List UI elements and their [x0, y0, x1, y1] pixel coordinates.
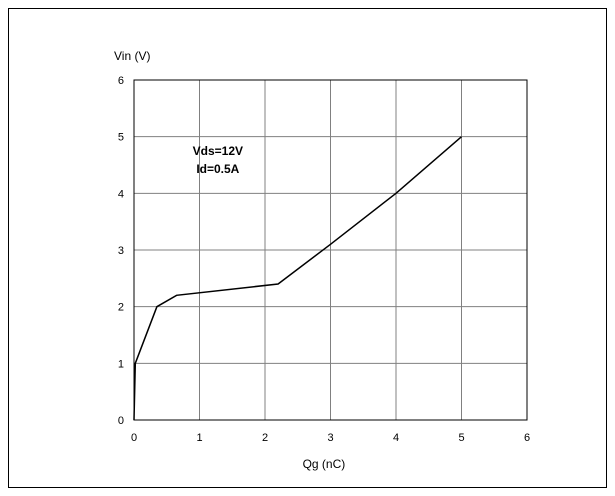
y-tick-label: 1 — [118, 358, 124, 370]
y-tick-label: 2 — [118, 302, 124, 314]
x-axis-label: Qg (nC) — [303, 457, 346, 471]
grid — [133, 79, 528, 421]
x-tick-label: 5 — [458, 432, 464, 444]
conditions-annotation: Vds=12V Id=0.5A — [193, 144, 243, 176]
y-axis-label: Vin (V) — [114, 49, 150, 63]
plot-border — [133, 79, 528, 421]
x-tick-labels: 0 1 2 3 4 5 6 — [131, 432, 530, 444]
x-tick-label: 4 — [393, 432, 399, 444]
annotation-line: Id=0.5A — [196, 162, 239, 176]
x-tick-label: 1 — [196, 432, 202, 444]
x-tick-label: 3 — [327, 432, 333, 444]
y-tick-label: 3 — [118, 245, 124, 257]
x-tick-label: 6 — [524, 432, 530, 444]
figure-frame — [8, 8, 607, 488]
y-tick-labels: 0 1 2 3 4 5 6 — [118, 75, 124, 427]
y-tick-label: 6 — [118, 75, 124, 87]
x-tick-label: 2 — [262, 432, 268, 444]
y-tick-label: 0 — [118, 415, 124, 427]
y-tick-label: 4 — [118, 188, 124, 200]
y-tick-label: 5 — [118, 132, 124, 144]
x-tick-label: 0 — [131, 432, 137, 444]
gate-charge-curve — [133, 136, 462, 421]
annotation-line: Vds=12V — [193, 144, 243, 158]
